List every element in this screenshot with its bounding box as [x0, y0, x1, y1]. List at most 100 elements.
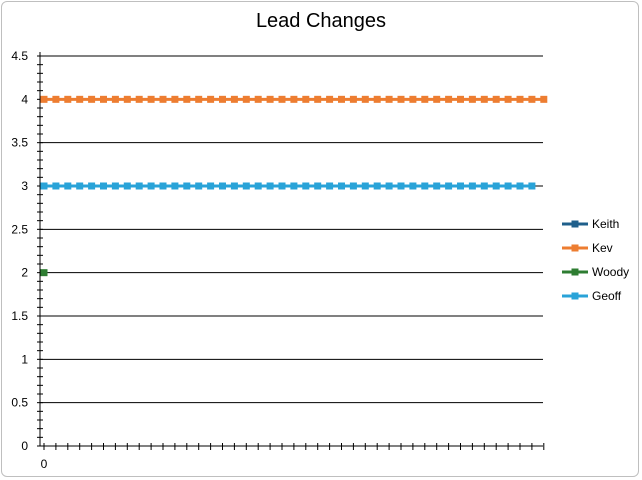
series-layer [40, 95, 548, 277]
data-point [40, 182, 48, 190]
data-point [278, 182, 286, 190]
series-kev [40, 95, 548, 103]
data-point [40, 269, 48, 277]
data-point [52, 95, 60, 103]
legend-item-geoff: Geoff [562, 289, 622, 303]
data-point [373, 95, 381, 103]
data-point [302, 182, 310, 190]
data-point [64, 95, 72, 103]
data-point [480, 95, 488, 103]
data-point [361, 95, 369, 103]
data-point [385, 182, 393, 190]
data-point [468, 182, 476, 190]
data-point [314, 182, 322, 190]
data-point [433, 95, 441, 103]
data-point [457, 95, 464, 103]
data-point [361, 182, 369, 190]
data-point [266, 95, 274, 103]
y-tick-label: 0 [21, 439, 28, 453]
data-point [207, 182, 215, 190]
data-point [338, 182, 345, 190]
legend-marker [571, 292, 579, 300]
data-point [266, 182, 274, 190]
data-point [123, 182, 131, 190]
data-point [88, 182, 96, 190]
data-point [457, 182, 464, 190]
data-point [278, 95, 286, 103]
data-point [159, 95, 167, 103]
data-point [409, 182, 417, 190]
y-tick-label: 1.5 [11, 309, 28, 323]
data-point [326, 95, 334, 103]
data-point [135, 182, 143, 190]
data-point [445, 95, 453, 103]
legend-marker [571, 268, 579, 276]
data-point [349, 95, 357, 103]
y-tick-label: 3 [21, 179, 28, 193]
y-tick-label: 3.5 [11, 136, 28, 150]
data-point [111, 182, 119, 190]
data-point [516, 95, 524, 103]
data-point [492, 95, 500, 103]
legend: Keith Kev Woody Geoff [562, 217, 629, 303]
data-point [219, 182, 226, 190]
data-point [373, 182, 381, 190]
data-point [421, 182, 429, 190]
data-point [504, 182, 512, 190]
data-point [76, 182, 84, 190]
data-point [123, 95, 131, 103]
data-point [290, 95, 298, 103]
data-point [528, 182, 536, 190]
data-point [100, 182, 107, 190]
y-tick-label: 4.5 [11, 49, 28, 63]
data-point [219, 95, 226, 103]
data-point [64, 182, 72, 190]
data-point [159, 182, 167, 190]
data-point [326, 182, 334, 190]
y-tick-label: 0.5 [11, 396, 28, 410]
data-point [504, 95, 512, 103]
legend-label: Woody [592, 265, 629, 279]
data-point [540, 95, 548, 103]
data-point [290, 182, 298, 190]
data-point [409, 95, 417, 103]
legend-item-keith: Keith [562, 217, 619, 231]
data-point [421, 95, 429, 103]
data-point [385, 95, 393, 103]
series-woody [40, 269, 48, 277]
data-point [100, 95, 107, 103]
legend-label: Kev [592, 241, 613, 255]
data-point [445, 182, 453, 190]
data-point [302, 95, 310, 103]
data-point [171, 182, 179, 190]
x-tick-label: 0 [41, 457, 48, 471]
series-geoff [40, 182, 536, 190]
data-point [207, 95, 215, 103]
data-point [433, 182, 441, 190]
data-point [183, 182, 191, 190]
y-tick-label: 4 [21, 92, 28, 106]
data-point [338, 95, 345, 103]
legend-item-woody: Woody [562, 265, 629, 279]
y-tick-label: 1 [21, 352, 28, 366]
data-point [171, 95, 179, 103]
legend-marker [571, 220, 579, 228]
y-tick-label: 2.5 [11, 222, 28, 236]
data-point [349, 182, 357, 190]
data-point [147, 95, 155, 103]
data-point [242, 182, 250, 190]
data-point [242, 95, 250, 103]
data-point [135, 95, 143, 103]
legend-item-kev: Kev [562, 241, 613, 255]
data-point [468, 95, 476, 103]
data-point [195, 95, 203, 103]
data-point [397, 182, 405, 190]
chart-title: Lead Changes [255, 10, 387, 32]
data-point [88, 95, 96, 103]
gridlines [40, 55, 543, 404]
data-point [528, 95, 536, 103]
legend-label: Keith [592, 217, 619, 231]
data-point [230, 182, 238, 190]
